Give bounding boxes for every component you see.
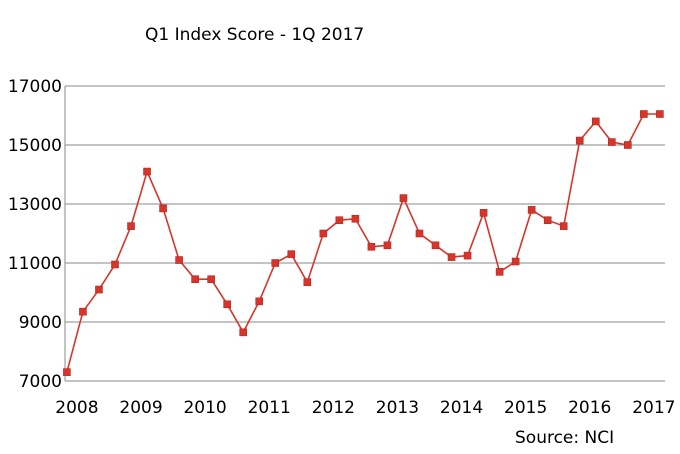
x-tick-label: 2009 [119, 398, 162, 418]
data-point [495, 268, 504, 276]
data-point [287, 250, 296, 258]
x-tick-label: 2015 [504, 398, 547, 418]
x-tick-label: 2014 [440, 398, 483, 418]
data-point [223, 300, 231, 309]
data-point [415, 229, 424, 238]
data-point [63, 368, 71, 376]
data-point [463, 251, 472, 260]
x-tick-label: 2012 [312, 398, 355, 418]
gridlines [65, 85, 665, 382]
data-point [640, 110, 648, 118]
data-point [607, 138, 616, 146]
x-tick-labels: 2008 2009 2010 2011 2012 2013 2014 2015 2016 2017 [55, 398, 675, 418]
y-tick-label: 7000 [19, 372, 62, 392]
x-tick-label: 2008 [55, 398, 98, 418]
x-tick-label: 2013 [376, 398, 419, 418]
data-point [303, 278, 312, 286]
data-point [335, 216, 344, 225]
data-point [239, 328, 248, 337]
x-tick-label: 2011 [248, 398, 291, 418]
data-point [624, 141, 632, 149]
data-point [559, 222, 568, 230]
data-point [191, 275, 199, 284]
data-point [479, 209, 488, 217]
data-point [351, 214, 360, 223]
series-line [66, 113, 660, 373]
data-point [399, 194, 408, 202]
x-tick-label: 2010 [183, 398, 226, 418]
y-tick-label: 11000 [8, 254, 62, 274]
data-point [319, 229, 328, 238]
data-point [575, 136, 584, 145]
x-tick-label: 2017 [632, 398, 675, 418]
data-point [543, 216, 552, 225]
data-point [207, 275, 215, 284]
data-point [159, 204, 167, 213]
y-tick-label: 17000 [8, 77, 62, 97]
chart-title: Q1 Index Score - 1Q 2017 [145, 25, 364, 45]
y-tick-labels: 7000 9000 11000 13000 15000 17000 [8, 77, 62, 392]
y-tick-label: 9000 [19, 313, 62, 333]
data-point [255, 297, 264, 306]
data-point [367, 242, 376, 251]
data-point [95, 285, 103, 294]
data-points [63, 110, 664, 376]
data-point [383, 241, 392, 250]
source-note: Source: NCI [515, 428, 614, 448]
data-point [591, 117, 600, 126]
data-point [527, 206, 536, 214]
data-point [111, 260, 119, 269]
data-point [511, 257, 520, 266]
data-point [271, 259, 280, 267]
data-point [175, 256, 183, 264]
y-tick-label: 15000 [8, 136, 62, 156]
data-point [143, 167, 151, 176]
data-point [127, 222, 135, 230]
x-tick-label: 2016 [568, 398, 611, 418]
data-point [431, 241, 440, 250]
data-point [79, 307, 87, 316]
data-point [656, 110, 664, 118]
y-tick-label: 13000 [8, 195, 62, 215]
data-point [447, 253, 456, 261]
